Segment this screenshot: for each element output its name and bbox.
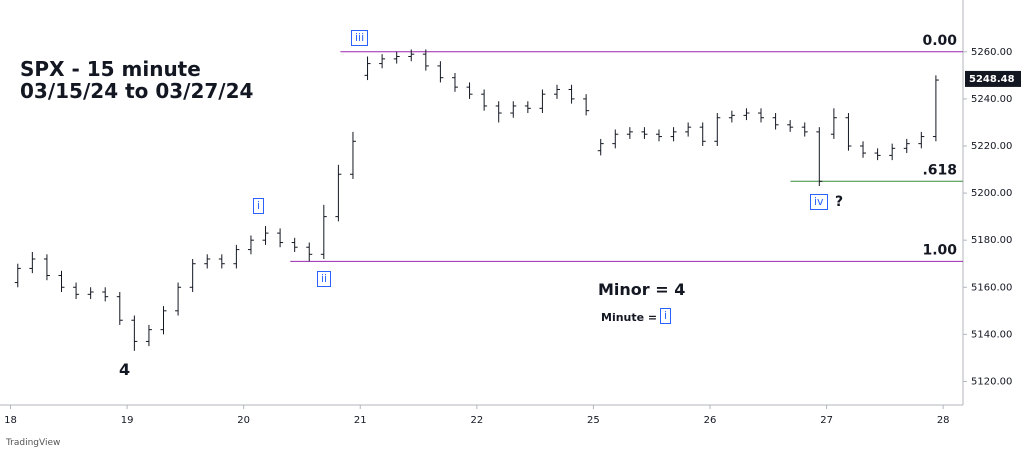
minor-note: Minor = 4 — [598, 280, 686, 299]
y-tick-label: 5140.00 — [971, 329, 1012, 340]
wave-label: i — [660, 308, 672, 324]
fib-label: 0.00 — [922, 33, 957, 49]
last-price-label: 5248.48 — [969, 74, 1015, 85]
x-tick-label: 21 — [354, 415, 367, 426]
x-tick-label: 25 — [587, 415, 600, 426]
wave-label: iii — [351, 30, 369, 46]
y-tick-label: 5200.00 — [971, 188, 1012, 199]
y-tick-label: 5240.00 — [971, 94, 1012, 105]
wave-label: ii — [317, 271, 332, 287]
minute-note: Minute = — [601, 311, 658, 324]
y-tick-label: 5180.00 — [971, 235, 1012, 246]
y-tick-label: 5220.00 — [971, 141, 1012, 152]
chart-title: SPX - 15 minute — [20, 57, 201, 81]
wave-label: 4 — [119, 360, 131, 379]
x-tick-label: 26 — [704, 415, 717, 426]
fib-label: 1.00 — [922, 242, 957, 258]
x-tick-label: 27 — [820, 415, 833, 426]
brand: TradingView — [6, 438, 61, 448]
y-tick-label: 5260.00 — [971, 47, 1012, 58]
y-tick-label: 5160.00 — [971, 282, 1012, 293]
fib-label: .618 — [922, 162, 957, 178]
wave-label: iv — [810, 194, 828, 210]
chart-subtitle: 03/15/24 to 03/27/24 — [20, 79, 254, 103]
wave-label: i — [253, 198, 265, 214]
question-mark: ? — [835, 194, 844, 210]
x-tick-label: 22 — [470, 415, 483, 426]
x-tick-label: 20 — [237, 415, 250, 426]
y-tick-label: 5120.00 — [971, 376, 1012, 387]
x-tick-label: 19 — [121, 415, 134, 426]
x-tick-label: 28 — [937, 415, 950, 426]
last-price-box — [965, 70, 1021, 87]
x-tick-label: 18 — [4, 415, 17, 426]
